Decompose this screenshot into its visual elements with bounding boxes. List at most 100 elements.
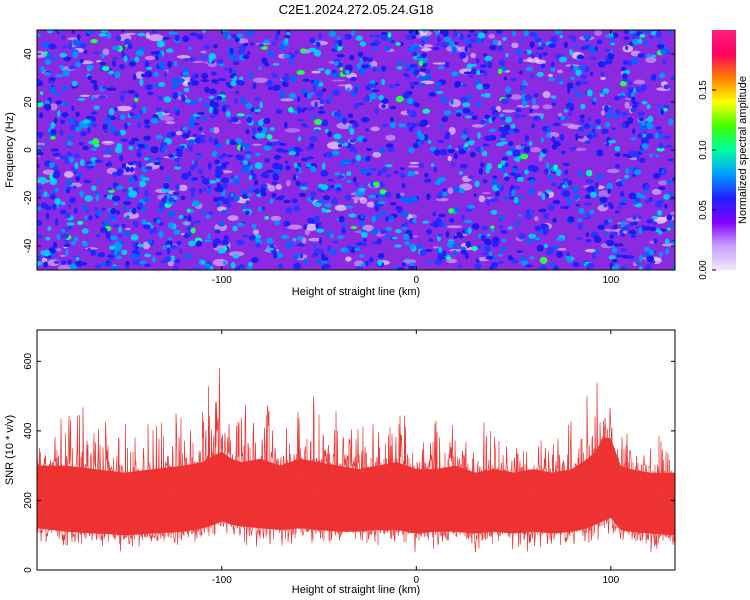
spectrogram-blob — [552, 140, 561, 147]
spectrogram-blob — [523, 146, 531, 153]
spectrogram-blob — [401, 182, 406, 189]
spectrogram-blob — [506, 150, 513, 156]
spectrogram-blob — [106, 87, 114, 91]
spectrogram-blob — [217, 78, 227, 82]
spectrogram-streak — [557, 69, 563, 74]
spectrogram-streak — [200, 50, 207, 54]
spectrogram-blob — [476, 38, 482, 45]
spectrogram-blob — [187, 214, 192, 222]
spectrogram-blob — [438, 124, 443, 130]
spectrogram-blob — [157, 208, 163, 214]
spectrogram-blob — [103, 128, 108, 134]
spectrogram-blob — [514, 185, 521, 190]
spectrogram-blob — [557, 76, 562, 82]
spectrogram-streak — [557, 248, 567, 251]
spectrogram-blob — [346, 171, 352, 177]
spectrogram-blob — [524, 213, 532, 220]
spectrogram-blob — [413, 81, 419, 85]
spectrogram-blob — [187, 170, 192, 177]
spectrogram-blob — [55, 100, 63, 105]
spectrogram-blob — [308, 47, 317, 52]
spectrogram-blob — [101, 66, 110, 71]
spectrogram-blob — [459, 234, 464, 239]
spectrogram-blob — [192, 133, 198, 138]
spectrogram-streak — [332, 79, 345, 82]
spectrogram-blob — [207, 162, 212, 170]
spectrogram-blob — [596, 173, 604, 180]
spectrogram-blob — [190, 227, 196, 234]
spectrogram-blob — [94, 264, 102, 269]
spectrogram-blob — [524, 135, 529, 142]
spectrogram-blob — [189, 165, 196, 171]
spectrogram-blob — [450, 98, 454, 105]
spectrogram-blob — [515, 49, 523, 55]
spectrogram-blob — [668, 191, 674, 195]
spectrogram-blob — [213, 197, 219, 203]
spectrogram-blob — [541, 225, 546, 230]
spectrogram-blob — [578, 207, 585, 214]
spectrogram-blob — [601, 128, 609, 135]
spectrogram-blob — [90, 39, 98, 44]
spectrogram-blob — [234, 36, 240, 43]
spectrogram-blob — [383, 234, 391, 238]
spectrogram-blob — [659, 134, 664, 139]
spectrogram-blob — [361, 231, 368, 238]
spectrogram-blob — [37, 78, 42, 84]
spectrogram-blob — [333, 61, 339, 66]
spectrogram-blob — [314, 128, 321, 134]
spectrogram-blob — [163, 96, 172, 103]
spectrogram-blob — [230, 262, 236, 269]
spectrogram-blob — [617, 243, 624, 247]
spectrogram-blob — [245, 102, 253, 110]
spectrogram-blob — [267, 50, 275, 57]
spectrogram-blob — [490, 225, 495, 229]
spectrogram-blob — [484, 114, 491, 119]
spectrogram-blob — [306, 107, 315, 111]
spectrogram-blob — [86, 64, 95, 70]
spectrogram-blob — [377, 253, 385, 259]
spectrogram-streak — [561, 123, 575, 127]
spectrogram-blob — [368, 194, 377, 199]
spectrogram-blob — [73, 153, 80, 159]
spectrogram-blob — [607, 52, 615, 60]
spectrogram-blob — [296, 162, 302, 168]
spectrogram-blob — [482, 83, 491, 90]
spectrogram-blob — [241, 166, 250, 174]
spectrogram-blob — [532, 98, 536, 105]
spectrogram-blob — [50, 136, 56, 140]
spectrogram-blob — [586, 89, 593, 97]
spectrogram-blob — [136, 147, 142, 154]
spectrogram-blob — [653, 237, 658, 245]
spectrogram-blob — [337, 175, 345, 179]
spectrogram-blob — [343, 159, 351, 163]
spectrogram-blob — [131, 207, 137, 215]
spectrogram-streak — [102, 48, 110, 56]
spectrogram-blob — [453, 152, 458, 160]
spectrogram-blob — [312, 84, 317, 92]
spectrogram-blob — [318, 237, 323, 245]
spectrogram-blob — [333, 111, 342, 118]
spectrogram-blob — [93, 83, 98, 91]
spectrogram-blob — [144, 253, 152, 258]
spectrogram-blob — [114, 146, 123, 154]
spectrogram-blob — [616, 205, 622, 209]
spectrogram-blob — [200, 79, 209, 83]
spectrogram-blob — [452, 243, 459, 249]
spectrogram-blob — [54, 198, 61, 205]
spectrogram-blob — [162, 36, 170, 40]
spectrogram-blob — [635, 86, 644, 93]
spectrogram-blob — [348, 213, 357, 218]
spectrogram-blob — [107, 187, 112, 191]
spectrogram-blob — [266, 237, 274, 244]
spectrogram-blob — [128, 186, 133, 192]
spectrogram-blob — [459, 96, 468, 103]
spectrogram-blob — [663, 84, 670, 90]
spectrogram-blob — [463, 128, 468, 135]
spectrogram-blob — [363, 96, 371, 103]
spectrogram-blob — [62, 101, 69, 106]
spectrogram-blob — [180, 172, 190, 180]
spectrogram-blob — [589, 209, 595, 215]
spectrogram-blob — [405, 62, 410, 68]
spectrogram-blob — [615, 108, 621, 116]
spectrogram-blob — [650, 54, 656, 58]
